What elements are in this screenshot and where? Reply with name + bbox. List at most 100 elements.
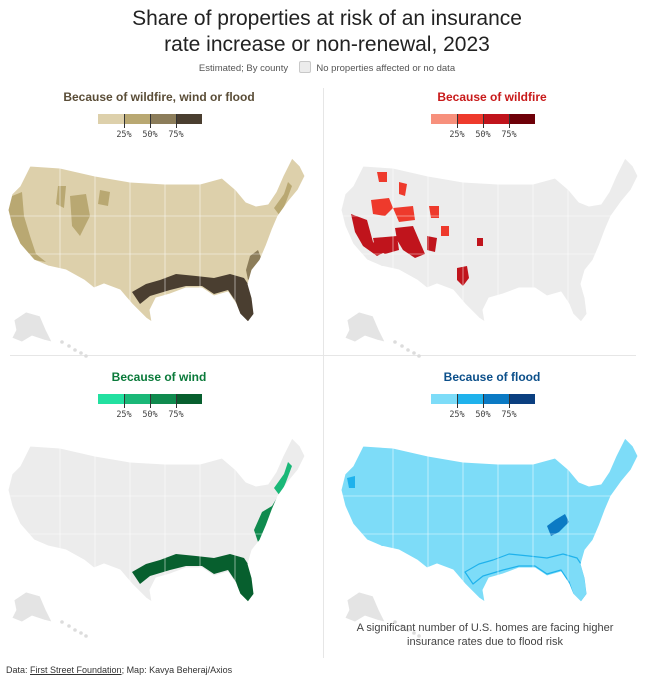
title-line-1: Share of properties at risk of an insura… xyxy=(132,7,522,30)
hawaii-island xyxy=(73,348,77,352)
hotspot-nevada-utah xyxy=(371,198,393,216)
footer: Data: First Street Foundation; Map: Kavy… xyxy=(6,665,232,675)
us-outline xyxy=(340,437,639,603)
legend: 25% 50% 75% xyxy=(98,394,202,422)
legend-label: 25% xyxy=(449,410,465,420)
hotspot-mid-atlantic xyxy=(274,462,292,496)
legend-swatch xyxy=(150,114,176,124)
hotspot-nevada-utah xyxy=(393,206,415,222)
hawaii-island xyxy=(393,620,397,624)
legend-swatch xyxy=(483,394,509,404)
hotspot-california xyxy=(373,236,399,254)
footer-credit: ; Map: Kavya Beheraj/Axios xyxy=(121,665,233,675)
hotspot-gulf xyxy=(132,274,254,322)
hotspot-colorado xyxy=(429,206,439,218)
no-data-swatch xyxy=(298,61,311,73)
panel-title: Because of wildfire, wind or flood xyxy=(63,90,255,104)
us-map xyxy=(7,437,306,638)
legend-label: 75% xyxy=(501,410,517,420)
panel-wildfire: Because of wildfire 25% 50% 75% xyxy=(333,90,651,360)
legend-swatch xyxy=(98,114,124,124)
legend-label: 25% xyxy=(449,130,465,140)
hawaii-island xyxy=(417,354,421,358)
flood-annotation: A significant number of U.S. homes are f… xyxy=(356,622,614,648)
legend: 25% 50% 75% xyxy=(431,394,535,422)
legend-label: 50% xyxy=(142,410,158,420)
hawaii-island xyxy=(84,634,88,638)
hawaii-island xyxy=(79,631,83,635)
us-outline xyxy=(7,157,306,323)
hotspot-arizona xyxy=(427,236,437,252)
legend-swatch xyxy=(124,394,150,404)
hawaii-island xyxy=(79,351,83,355)
legend-label: 50% xyxy=(475,130,491,140)
hotspot-appalachia xyxy=(547,514,569,536)
alaska xyxy=(344,591,386,623)
hotspot-se-coast xyxy=(246,250,262,280)
hawaii-island xyxy=(400,624,404,628)
legend-tick xyxy=(176,114,177,128)
legend-tick xyxy=(457,394,458,408)
legend-swatch xyxy=(483,114,509,124)
source-link[interactable]: First Street Foundation xyxy=(30,665,122,675)
hawaii-island xyxy=(406,348,410,352)
legend-label: 25% xyxy=(116,130,132,140)
alaska xyxy=(11,591,53,623)
hawaii-island xyxy=(417,634,421,638)
legend-swatch xyxy=(176,114,202,124)
legend: 25% 50% 75% xyxy=(431,114,535,142)
legend-tick xyxy=(150,114,151,128)
hawaii-island xyxy=(84,354,88,358)
subtitle: Estimated; By county xyxy=(198,63,289,74)
us-outline xyxy=(340,157,639,323)
panel-title: Because of flood xyxy=(443,370,541,384)
legend-tick xyxy=(457,114,458,128)
hotspot-texas xyxy=(477,238,483,246)
hotspot-colorado xyxy=(441,226,449,236)
hotspot-mid-atlantic xyxy=(274,182,292,216)
chart-title: Share of properties at risk of an insura… xyxy=(0,6,654,58)
legend-tick xyxy=(124,114,125,128)
contiguous-us xyxy=(341,438,638,602)
hawaii-island xyxy=(393,340,397,344)
legend-swatch xyxy=(457,394,483,404)
vertical-divider xyxy=(323,88,324,658)
legend-swatch xyxy=(431,394,457,404)
us-outline xyxy=(7,437,306,603)
legend-swatch xyxy=(509,394,535,404)
panel-flood: Because of flood 25% 50% 75% xyxy=(333,370,651,640)
hotspot-pacific xyxy=(8,192,46,262)
hawaii-island xyxy=(73,628,77,632)
hawaii-island xyxy=(406,628,410,632)
hotspot-rockies xyxy=(56,186,66,208)
legend-label: 75% xyxy=(168,410,184,420)
hotspot-pnw xyxy=(347,476,355,488)
legend-swatch xyxy=(431,114,457,124)
contiguous-us xyxy=(341,158,638,322)
panel-title: Because of wind xyxy=(111,370,207,384)
legend-label: 50% xyxy=(475,410,491,420)
hawaii-island xyxy=(412,631,416,635)
us-map xyxy=(340,437,639,638)
us-map xyxy=(7,157,306,358)
legend-label: 25% xyxy=(116,410,132,420)
legend-tick xyxy=(509,394,510,408)
legend-swatch xyxy=(124,114,150,124)
legend-label: 75% xyxy=(168,130,184,140)
title-line-2: rate increase or non-renewal, 2023 xyxy=(164,33,490,56)
legend-tick xyxy=(176,394,177,408)
legend-tick xyxy=(483,114,484,128)
legend: 25% 50% 75% xyxy=(98,114,202,142)
hotspot-gulf xyxy=(132,554,254,602)
legend-tick xyxy=(483,394,484,408)
panel-wind: Because of wind 25% 50% 75% xyxy=(0,370,318,640)
hotspot-arizona xyxy=(395,226,425,258)
hawaii-island xyxy=(400,344,404,348)
panel-all-perils: Because of wildfire, wind or flood 25% 50… xyxy=(0,90,318,360)
hotspot-idaho xyxy=(377,172,387,182)
hawaii-island xyxy=(67,344,71,348)
legend-swatch xyxy=(98,394,124,404)
panel-title: Because of wildfire xyxy=(437,90,547,104)
legend-tick xyxy=(124,394,125,408)
legend-tick xyxy=(150,394,151,408)
